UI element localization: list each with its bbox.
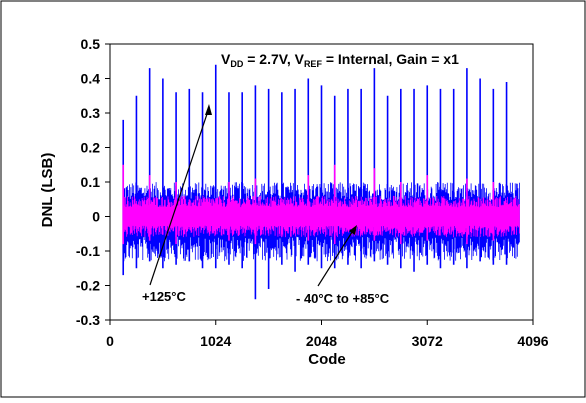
callout-arrows — [149, 104, 357, 287]
x-axis-title: Code — [308, 351, 346, 368]
conditions-annotation: VDD = 2.7V, VREF = Internal, Gain = x1 — [221, 51, 459, 69]
vref-subscript: REF — [304, 59, 323, 69]
vref-symbol: V — [295, 51, 305, 67]
x-tick-label: 1024 — [200, 333, 231, 349]
arrowhead-125c — [205, 104, 212, 115]
y-tick-label: 0 — [92, 209, 100, 225]
arrow-125c — [149, 107, 210, 286]
label-40c-85c: - 40°C to +85°C — [296, 291, 390, 306]
y-tick-label: 0.1 — [81, 174, 101, 190]
series-layer — [122, 64, 520, 300]
y-tick-label: 0.3 — [81, 105, 101, 121]
y-tick-label: 0.4 — [81, 71, 101, 87]
x-tick-label: 2048 — [306, 333, 337, 349]
vref-value: = Internal, Gain = x1 — [322, 51, 459, 67]
vdd-symbol: V — [221, 51, 231, 67]
series-minus-40c-to-85c — [122, 164, 520, 245]
y-tick-label: -0.1 — [76, 243, 100, 259]
x-axis: 0 1024 2048 3072 4096 — [106, 320, 549, 349]
x-tick-label: 4096 — [517, 333, 548, 349]
arrowhead-40c-85c — [349, 225, 357, 235]
y-tick-label: 0.5 — [81, 36, 101, 52]
y-tick-label: -0.3 — [76, 312, 100, 328]
arrow-40c-85c — [317, 228, 355, 287]
y-axis: -0.3 -0.2 -0.1 0 0.1 0.2 0.3 0.4 0.5 — [76, 36, 110, 328]
label-125c: +125°C — [142, 289, 186, 304]
y-tick-label: 0.2 — [81, 140, 101, 156]
y-axis-title: DNL (LSB) — [39, 153, 56, 228]
x-tick-label: 0 — [106, 333, 114, 349]
x-tick-label: 3072 — [412, 333, 443, 349]
vdd-value: = 2.7V, — [243, 51, 294, 67]
vdd-subscript: DD — [230, 59, 243, 69]
y-tick-label: -0.2 — [76, 278, 100, 294]
